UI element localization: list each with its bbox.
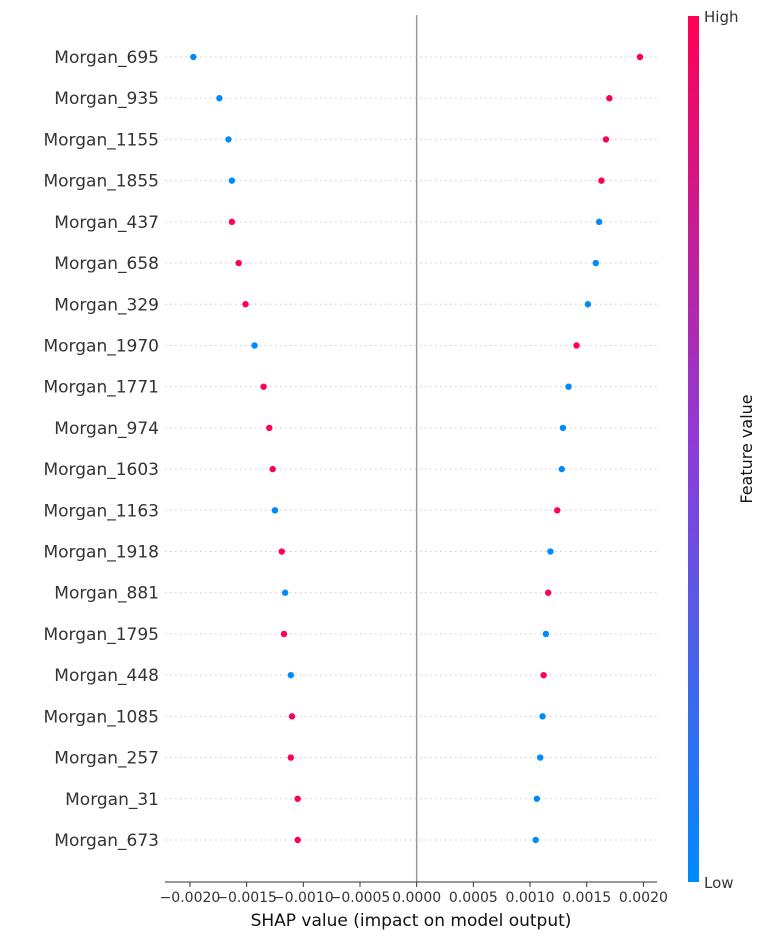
feature-label: Morgan_695 [54,48,159,68]
feature-label: Morgan_1163 [43,501,159,521]
feature-label: Morgan_329 [54,295,159,315]
shap-point-high [554,507,561,514]
x-tick-label: −0.0015 [216,890,277,906]
shap-point-low [542,630,550,638]
shap-point-low [565,383,572,390]
shap-point-low [595,218,603,226]
shap-point-low [592,259,599,267]
shap-point-high [228,218,236,226]
feature-label: Morgan_1085 [43,707,159,727]
feature-label: Morgan_448 [54,666,159,686]
shap-point-low [532,836,539,844]
feature-label: Morgan_1970 [43,336,159,356]
shap-point-high [544,589,552,596]
shap-point-low [225,136,232,143]
feature-label: Morgan_437 [54,213,159,233]
x-tick-label: −0.0005 [330,890,391,906]
feature-label: Morgan_658 [54,254,159,274]
shap-point-low [251,342,258,349]
shap-point-low [533,795,541,802]
shap-point-high [288,713,296,720]
shap-point-high [294,836,301,844]
shap-point-high [540,671,547,679]
colorbar-high-label: High [704,8,738,26]
shap-point-low [547,548,554,555]
shap-point-high [278,548,285,555]
shap-point-high [280,630,288,638]
shap-point-low [287,671,295,679]
x-tick-label: −0.0020 [160,890,221,906]
x-tick-label: 0.0020 [619,890,668,906]
shap-point-low [558,465,565,473]
shap-point-high [269,465,276,473]
x-tick-label: −0.0010 [273,890,334,906]
feature-label: Morgan_1855 [43,172,159,192]
shap-point-high [573,342,580,349]
feature-label: Morgan_31 [65,790,159,810]
shap-point-high [606,95,613,102]
shap-point-high [636,53,644,61]
shap-point-low [559,424,567,432]
feature-label: Morgan_1603 [43,460,159,480]
x-axis-ticks: −0.0020−0.0015−0.0010−0.0005 0.0000 0.0005… [160,882,668,906]
shap-point-high [598,177,605,184]
x-tick-label: 0.0000 [392,890,441,906]
x-tick-label: 0.0015 [562,890,611,906]
data-points [190,53,644,844]
feature-labels: Morgan_695 Morgan_935 Morgan_1155 Morgan_18… [43,48,159,851]
feature-label: Morgan_935 [54,89,159,109]
feature-label: Morgan_974 [54,419,159,439]
feature-label: Morgan_673 [54,831,159,851]
x-tick-label: 0.0010 [506,890,555,906]
shap-point-low [537,754,544,761]
feature-label: Morgan_1795 [43,625,159,645]
feature-label: Morgan_881 [54,584,159,604]
shap-point-high [294,795,301,802]
shap-point-low [271,507,279,514]
x-axis-title: SHAP value (impact on model output) [251,911,572,931]
shap-point-low [584,301,592,308]
shap-point-high [602,136,610,143]
x-tick-label: 0.0005 [449,890,498,906]
colorbar-title: Feature value [737,394,756,503]
feature-label: Morgan_1155 [43,130,159,150]
shap-point-high [242,301,249,308]
colorbar-low-label: Low [704,874,734,892]
shap-point-low [190,53,197,61]
shap-point-high [287,754,295,761]
shap-point-high [266,424,273,432]
shap-point-low [228,177,236,184]
shap-point-low [216,95,223,102]
feature-label: Morgan_1771 [43,378,159,398]
shap-point-high [260,383,267,390]
shap-point-low [281,589,289,596]
row-gridlines [165,56,657,841]
feature-label: Morgan_257 [54,749,159,769]
shap-point-low [539,713,546,720]
colorbar [688,16,699,882]
feature-label: Morgan_1918 [43,543,159,563]
shap-point-high [235,259,242,267]
